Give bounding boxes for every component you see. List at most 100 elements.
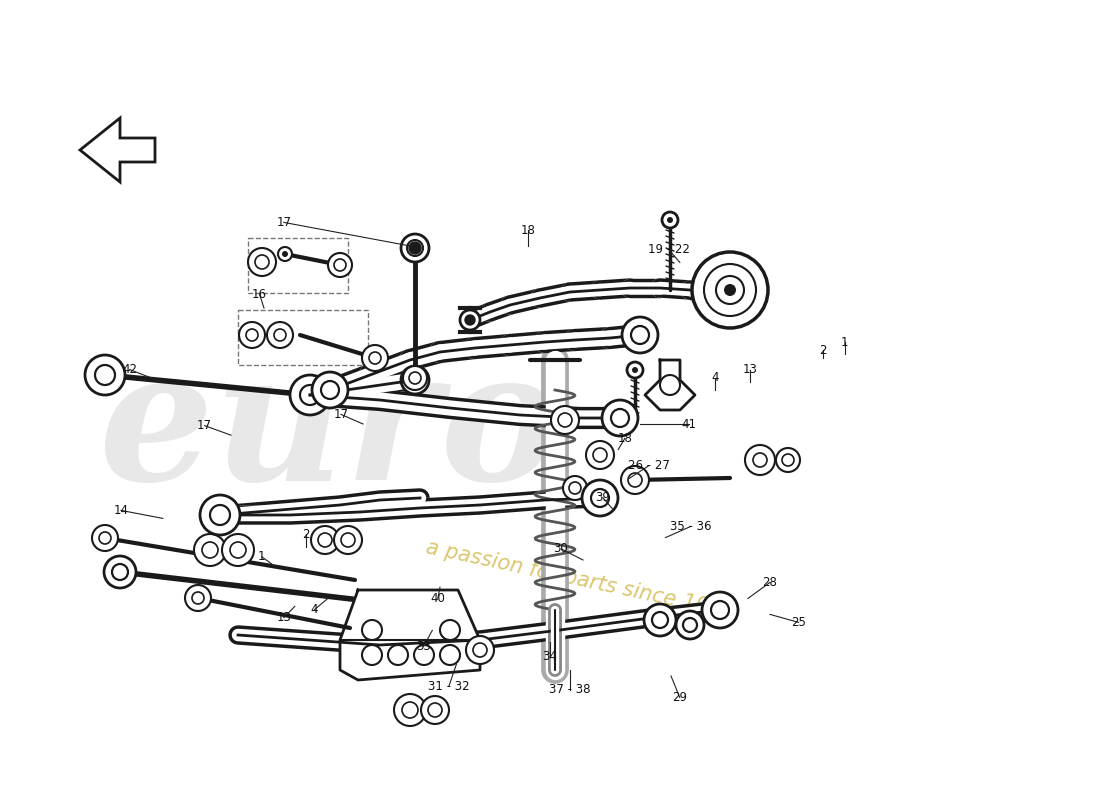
Circle shape [466, 636, 494, 664]
Text: 17: 17 [197, 419, 212, 432]
Circle shape [407, 240, 424, 256]
Circle shape [92, 525, 118, 551]
Text: 34: 34 [542, 650, 558, 662]
Circle shape [683, 618, 697, 632]
Circle shape [551, 406, 579, 434]
Circle shape [200, 495, 240, 535]
Circle shape [278, 247, 292, 261]
Text: a passion for parts since 1985: a passion for parts since 1985 [424, 538, 736, 622]
Circle shape [586, 441, 614, 469]
Circle shape [99, 532, 111, 544]
Text: 39: 39 [595, 491, 610, 504]
Circle shape [185, 585, 211, 611]
Text: 40: 40 [430, 592, 446, 605]
Circle shape [563, 476, 587, 500]
Circle shape [662, 212, 678, 228]
Circle shape [239, 322, 265, 348]
Circle shape [631, 326, 649, 344]
Circle shape [85, 355, 125, 395]
Circle shape [230, 542, 246, 558]
Circle shape [267, 322, 293, 348]
Circle shape [776, 448, 800, 472]
Text: 19 - 22: 19 - 22 [648, 243, 690, 256]
Circle shape [428, 703, 442, 717]
Text: 29: 29 [672, 691, 688, 704]
Circle shape [421, 696, 449, 724]
Polygon shape [645, 360, 695, 410]
Text: 13: 13 [742, 363, 758, 376]
Circle shape [255, 255, 270, 269]
Circle shape [582, 480, 618, 516]
Circle shape [402, 234, 429, 262]
Circle shape [95, 365, 116, 385]
Circle shape [409, 372, 421, 384]
Circle shape [362, 620, 382, 640]
Circle shape [440, 645, 460, 665]
Circle shape [409, 242, 421, 254]
Text: 35 - 36: 35 - 36 [670, 520, 712, 533]
Circle shape [321, 381, 339, 399]
Circle shape [403, 366, 427, 390]
Circle shape [593, 448, 607, 462]
Text: 30: 30 [553, 542, 569, 555]
Text: 2: 2 [820, 344, 826, 357]
Text: 31 - 32: 31 - 32 [428, 680, 470, 693]
Circle shape [290, 375, 330, 415]
Circle shape [104, 556, 136, 588]
Text: 18: 18 [617, 432, 632, 445]
Circle shape [440, 620, 460, 640]
Circle shape [192, 592, 204, 604]
Circle shape [621, 317, 658, 353]
Circle shape [274, 329, 286, 341]
Circle shape [282, 251, 288, 257]
Circle shape [632, 367, 638, 373]
Circle shape [300, 385, 320, 405]
Text: 41: 41 [681, 418, 696, 430]
Circle shape [627, 362, 644, 378]
Circle shape [692, 252, 768, 328]
Circle shape [362, 645, 382, 665]
Circle shape [460, 310, 480, 330]
Circle shape [334, 259, 346, 271]
Polygon shape [340, 590, 480, 680]
Circle shape [334, 526, 362, 554]
Text: 14: 14 [113, 504, 129, 517]
Circle shape [194, 534, 226, 566]
Text: 28: 28 [762, 576, 778, 589]
Circle shape [652, 612, 668, 628]
Text: 17: 17 [333, 408, 349, 421]
Text: 2: 2 [302, 528, 309, 541]
Circle shape [667, 217, 673, 223]
Circle shape [702, 592, 738, 628]
Text: 37 - 38: 37 - 38 [549, 683, 591, 696]
Circle shape [754, 453, 767, 467]
Circle shape [628, 473, 642, 487]
Text: 42: 42 [122, 363, 138, 376]
Circle shape [676, 611, 704, 639]
Text: 1: 1 [258, 550, 265, 563]
Circle shape [745, 445, 776, 475]
Circle shape [558, 413, 572, 427]
Circle shape [569, 482, 581, 494]
Circle shape [602, 400, 638, 436]
Text: 17: 17 [276, 216, 292, 229]
Circle shape [311, 526, 339, 554]
Circle shape [610, 409, 629, 427]
Circle shape [394, 694, 426, 726]
Circle shape [724, 284, 736, 296]
Text: 1: 1 [842, 336, 848, 349]
Circle shape [716, 276, 744, 304]
Circle shape [591, 489, 609, 507]
Circle shape [621, 466, 649, 494]
Text: 4: 4 [311, 603, 318, 616]
Circle shape [112, 564, 128, 580]
Text: 33: 33 [416, 640, 431, 653]
Circle shape [660, 375, 680, 395]
Text: 4: 4 [712, 371, 718, 384]
Circle shape [312, 372, 348, 408]
Circle shape [644, 604, 676, 636]
Circle shape [210, 505, 230, 525]
Circle shape [711, 601, 729, 619]
Circle shape [782, 454, 794, 466]
Circle shape [341, 533, 355, 547]
